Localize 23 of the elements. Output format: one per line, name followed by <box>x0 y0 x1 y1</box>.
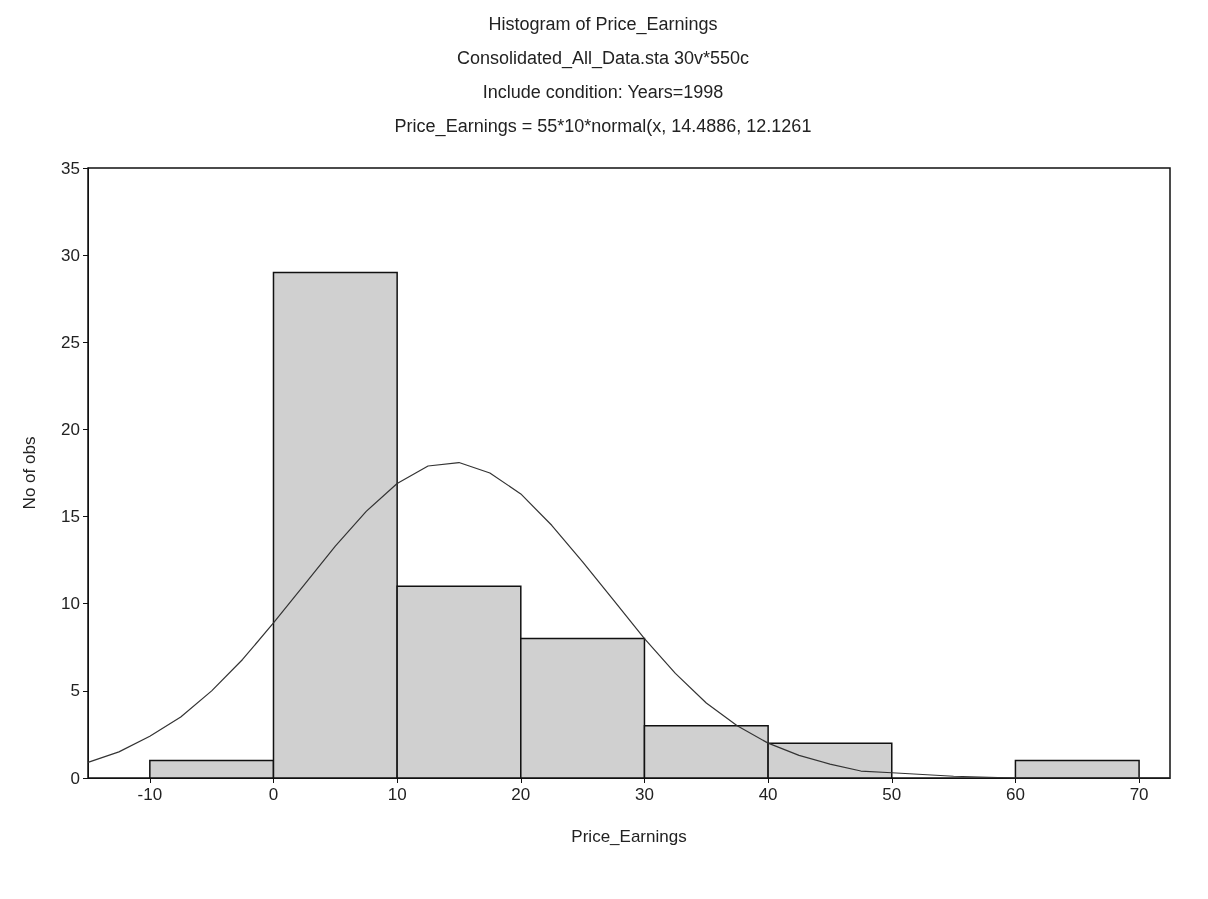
x-tick-label: 10 <box>387 785 407 804</box>
text: Price_Earnings = 55*10*normal(x, 14.4886, 12.1261 <box>394 116 812 137</box>
x-tick-label: 20 <box>511 785 531 804</box>
y-tick-label: 15 <box>61 507 80 527</box>
chart-subtitle: Consolidated_All_Data.sta 30v*550c <box>456 48 750 69</box>
x-tick-label: -10 <box>137 785 163 804</box>
x-tick-label: 0 <box>268 785 279 804</box>
y-tick-label: 25 <box>61 332 80 352</box>
chart-title: Histogram of Price_Earnings <box>488 14 718 35</box>
y-axis-title: No of obs <box>20 436 39 510</box>
x-tick-label: 70 <box>1129 785 1149 804</box>
y-tick-label: 5 <box>70 681 80 701</box>
text: Include condition: Years=1998 <box>482 82 724 102</box>
x-axis-title: Price_Earnings <box>571 827 687 846</box>
y-tick-label: 20 <box>61 419 80 439</box>
x-tick-label: 40 <box>758 785 778 804</box>
y-tick-label: 0 <box>70 768 80 788</box>
y-tick-label: 35 <box>61 158 80 178</box>
x-tick-label: 50 <box>882 785 902 804</box>
x-tick-label: 60 <box>1005 785 1025 804</box>
y-tick-label: 10 <box>61 594 80 614</box>
y-tick-label: 30 <box>61 245 80 265</box>
x-tick-label: 30 <box>635 785 654 804</box>
